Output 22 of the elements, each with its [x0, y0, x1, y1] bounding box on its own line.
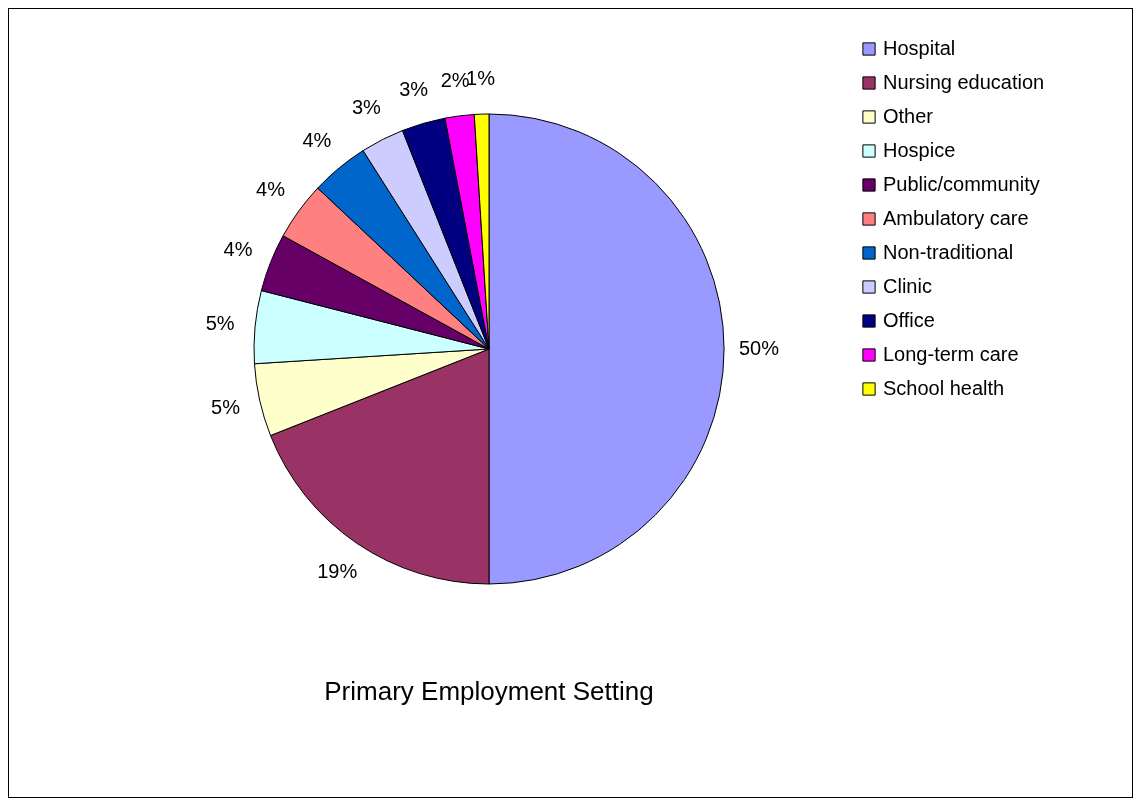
legend-label: School health — [883, 377, 1005, 399]
data-label: 50% — [738, 337, 780, 359]
data-label: 4% — [256, 178, 286, 201]
legend-label: Public/community — [883, 173, 1040, 195]
data-label: 2% — [440, 69, 470, 92]
data-label: 3% — [351, 96, 382, 119]
legend-label: Ambulatory care — [883, 207, 1029, 229]
data-label: 19% — [317, 560, 358, 583]
legend-label: Long-term care — [883, 343, 1019, 365]
legend-label: Clinic — [883, 275, 932, 297]
legend-label: Office — [883, 309, 935, 331]
text: Primary Employment Setting — [324, 676, 654, 706]
legend-label: Nursing education — [883, 71, 1045, 93]
data-label: 3% — [399, 77, 429, 100]
legend-label: Non-traditional — [883, 241, 1014, 263]
data-label: 5% — [211, 395, 241, 418]
legend-label: Hospice — [883, 139, 956, 161]
legend-label: Hospital — [883, 37, 956, 59]
data-label: 4% — [302, 128, 332, 151]
data-label: 5% — [205, 311, 235, 334]
data-label: 4% — [223, 237, 253, 260]
legend-label: Other — [883, 105, 934, 127]
